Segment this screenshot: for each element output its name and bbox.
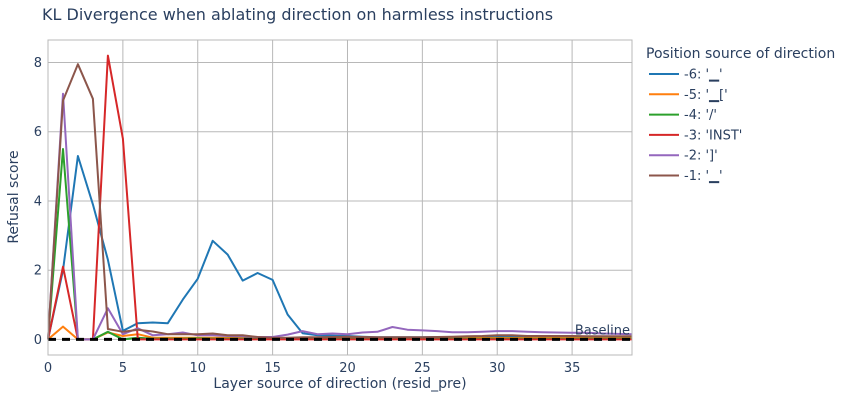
x-tick-label: 35 (564, 361, 581, 376)
x-tick-label: 30 (489, 361, 506, 376)
y-tick-label: 6 (34, 125, 42, 140)
legend-title: Position source of direction (646, 46, 835, 62)
baseline-layer: Baseline (48, 323, 632, 341)
x-tick-label: 5 (119, 361, 127, 376)
x-tick-label: 25 (414, 361, 431, 376)
y-tick-label: 0 (34, 333, 42, 348)
gridlines (48, 40, 632, 355)
series-layer (47, 54, 633, 341)
legend-entry-label: -4: '/' (684, 108, 717, 123)
x-tick-label: 10 (189, 361, 206, 376)
legend-entry-label: -3: 'INST' (684, 128, 742, 143)
baseline-label: Baseline (575, 323, 630, 338)
series-line (47, 92, 633, 341)
series-line (47, 63, 632, 340)
legend-entry-label: -6: '▁' (684, 68, 723, 83)
y-tick-label: 8 (34, 56, 42, 71)
legend-entry-label: -5: '▁[' (684, 88, 728, 103)
y-tick-label: 2 (34, 264, 42, 279)
x-tick-label: 20 (339, 361, 356, 376)
chart-title: KL Divergence when ablating direction on… (42, 5, 553, 24)
y-tick-label: 4 (34, 194, 42, 209)
plot-frame (47, 39, 633, 356)
axes-layer: 0 5 10 15 20 25 30 35 0 2 4 6 8 (34, 39, 633, 376)
x-tick-label: 0 (44, 361, 52, 376)
x-tick-label: 15 (264, 361, 281, 376)
legend: Position source of direction -6: '▁' -5: … (646, 46, 835, 184)
x-axis-label: Layer source of direction (resid_pre) (213, 376, 466, 392)
legend-entry-label: -2: ']' (684, 149, 718, 164)
y-axis-label: Refusal score (6, 150, 22, 243)
legend-entry-label: -1: '▁' (684, 169, 723, 184)
series-line (47, 54, 632, 341)
